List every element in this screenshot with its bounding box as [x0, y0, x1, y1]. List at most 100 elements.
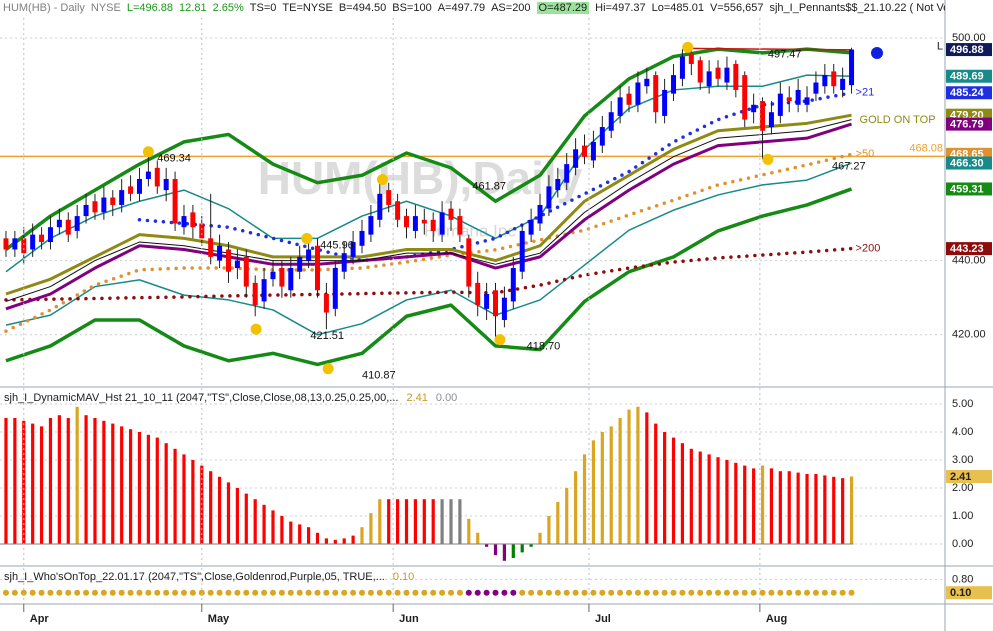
state-dot [456, 589, 463, 596]
state-dot [465, 589, 472, 596]
price-tag [946, 242, 992, 256]
candle-body [332, 268, 338, 309]
panel-readout: 0.10 [393, 571, 414, 583]
state-dot [314, 589, 321, 596]
candle-body [510, 268, 516, 302]
histogram-bar [805, 473, 809, 544]
candle-body [430, 219, 436, 231]
state-dot [172, 589, 179, 596]
state-dot [679, 589, 686, 596]
price-tag-label: 489.69 [950, 71, 984, 83]
candle-body [555, 178, 561, 191]
histogram-bar [422, 499, 426, 544]
candle-body [679, 56, 685, 79]
band-line [5, 122, 852, 311]
candle-body [101, 197, 107, 213]
candle-body [448, 208, 454, 220]
candle-body [297, 256, 303, 272]
histogram-bar [342, 538, 346, 544]
panel-title: sjh_I_DynamicMAV_Hst 21_10_11 (2047,"TS"… [4, 392, 457, 404]
candle-body [501, 297, 507, 320]
candle-body [777, 93, 783, 116]
state-dot [474, 589, 481, 596]
state-dot [74, 589, 81, 596]
histogram-bar [120, 426, 124, 544]
header-field: V=556,657 [709, 2, 764, 14]
histogram-bar [369, 513, 373, 544]
price-tag-label: 2.41 [950, 471, 971, 483]
histogram-bar [280, 515, 284, 544]
state-dot [269, 589, 276, 596]
candle-body [706, 71, 712, 87]
state-dot [2, 589, 9, 596]
price-tag-label: 466.30 [950, 157, 984, 169]
candle-body [724, 67, 730, 83]
state-dot [706, 589, 713, 596]
histogram-bar [244, 493, 248, 544]
state-dot [697, 589, 704, 596]
band-line [5, 119, 852, 302]
histogram-bar [360, 527, 364, 544]
watermark: HUM(HB),Daily [258, 152, 583, 204]
histogram-bar [841, 478, 845, 544]
histogram-bar [262, 504, 266, 544]
header-field: 2.65% [212, 2, 244, 14]
y-tick-label: 420.00 [952, 329, 986, 341]
x-tick-label: Jun [399, 613, 419, 625]
state-dot [38, 589, 45, 596]
header-field: Lo=485.01 [651, 2, 704, 14]
histogram-bar [66, 417, 70, 544]
watermark-sub: Humana Inc [424, 221, 516, 240]
state-dot [741, 589, 748, 596]
candle-body [145, 171, 151, 179]
candle-body [546, 186, 552, 209]
state-dot [599, 589, 606, 596]
state-dot [554, 589, 561, 596]
candle-body [83, 204, 89, 217]
candle-body [323, 293, 329, 313]
candle-body [47, 227, 53, 243]
histogram-bar [547, 515, 551, 544]
state-dot [421, 589, 428, 596]
state-dot [234, 589, 241, 596]
histogram-bar [164, 443, 168, 544]
state-dot [759, 589, 766, 596]
state-dot [385, 589, 392, 596]
candle-body [350, 242, 356, 257]
price-tag [946, 117, 992, 131]
histogram-bar [476, 532, 480, 544]
state-dot [136, 589, 143, 596]
state-dot [777, 589, 784, 596]
header-field: L=496.88 [126, 2, 174, 14]
swing-label: 410.87 [362, 370, 396, 382]
candle-body [163, 178, 169, 191]
candle-body [74, 216, 80, 231]
candle-body [439, 212, 445, 235]
histogram-bar [4, 417, 8, 544]
state-dot [225, 589, 232, 596]
state-dot [830, 589, 837, 596]
state-dot [65, 589, 72, 596]
histogram-bar [823, 475, 827, 544]
candle-body [199, 223, 205, 239]
candle-body [128, 186, 134, 194]
swing-label: 418.70 [527, 341, 561, 353]
state-dot [83, 589, 90, 596]
header-field: 12.81 [179, 2, 207, 14]
swing-dot [494, 334, 506, 346]
histogram-bar [31, 423, 35, 544]
panel-readout: 0.00 [436, 392, 457, 404]
state-dot [207, 589, 214, 596]
header-field: NYSE [90, 2, 121, 14]
series-label: >200 [856, 243, 881, 255]
swing-label: 467.27 [832, 160, 866, 172]
candle-body [30, 234, 36, 250]
histogram-bar [387, 499, 391, 544]
state-dot [661, 589, 668, 596]
histogram-bar [814, 473, 818, 544]
state-dot [537, 589, 544, 596]
state-dot [643, 589, 650, 596]
panel-readout: 2.41 [406, 392, 427, 404]
candle-body [252, 282, 258, 306]
